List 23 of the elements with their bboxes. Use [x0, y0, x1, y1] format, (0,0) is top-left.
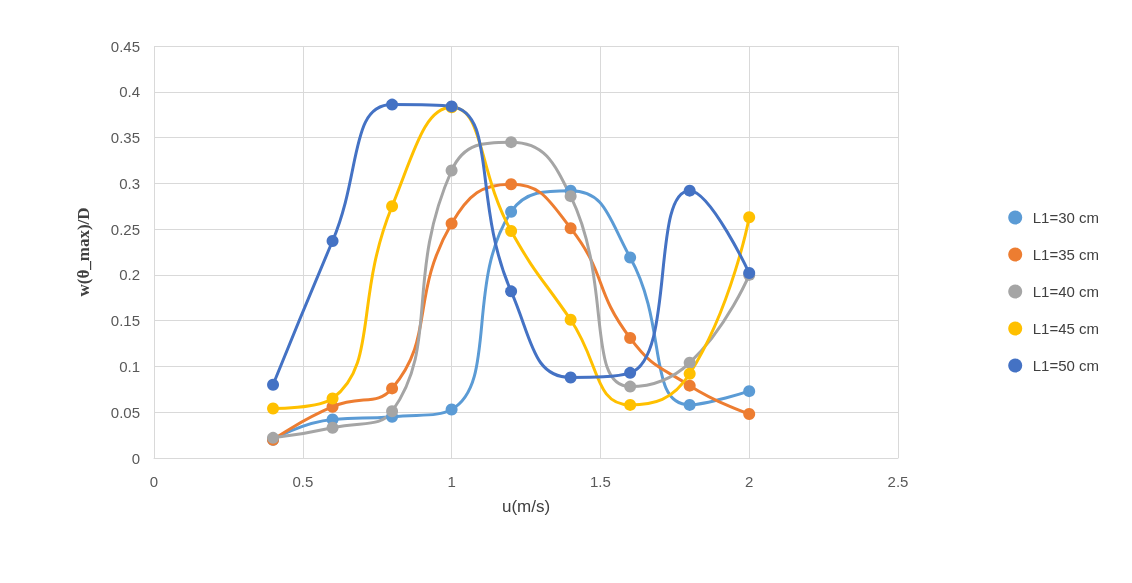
y-tick-label: 0.1 [119, 357, 140, 375]
legend-label: L1=35 cm [1032, 246, 1100, 263]
y-tick-label: 0.2 [119, 266, 140, 284]
y-tick-label: 0.35 [110, 129, 140, 147]
x-tick-label: 0.5 [292, 473, 314, 490]
x-tick-label: 2 [745, 473, 754, 490]
y-axis-title: w(θ_max)/D [74, 207, 93, 297]
x-axis-title: u(m/s) [501, 497, 551, 516]
y-tick-label: 0.45 [110, 37, 140, 55]
legend-label: L1=40 cm [1032, 283, 1100, 300]
x-tick-label: 0 [149, 473, 159, 490]
y-tick-label: 0.15 [110, 312, 140, 330]
y-tick-label: 0 [131, 449, 140, 467]
legend-label: L1=30 cm [1032, 209, 1100, 226]
x-tick-label: 1.5 [589, 473, 611, 490]
y-tick-label: 0.4 [119, 83, 140, 101]
y-tick-label: 0.3 [119, 174, 140, 192]
legend-label: L1=45 cm [1032, 320, 1100, 337]
y-tick-label: 0.05 [110, 403, 140, 421]
x-tick-label: 1 [447, 473, 456, 490]
x-tick-label: 2.5 [887, 473, 909, 490]
y-tick-label: 0.25 [110, 220, 140, 238]
legend-label: L1=50 cm [1032, 357, 1100, 374]
